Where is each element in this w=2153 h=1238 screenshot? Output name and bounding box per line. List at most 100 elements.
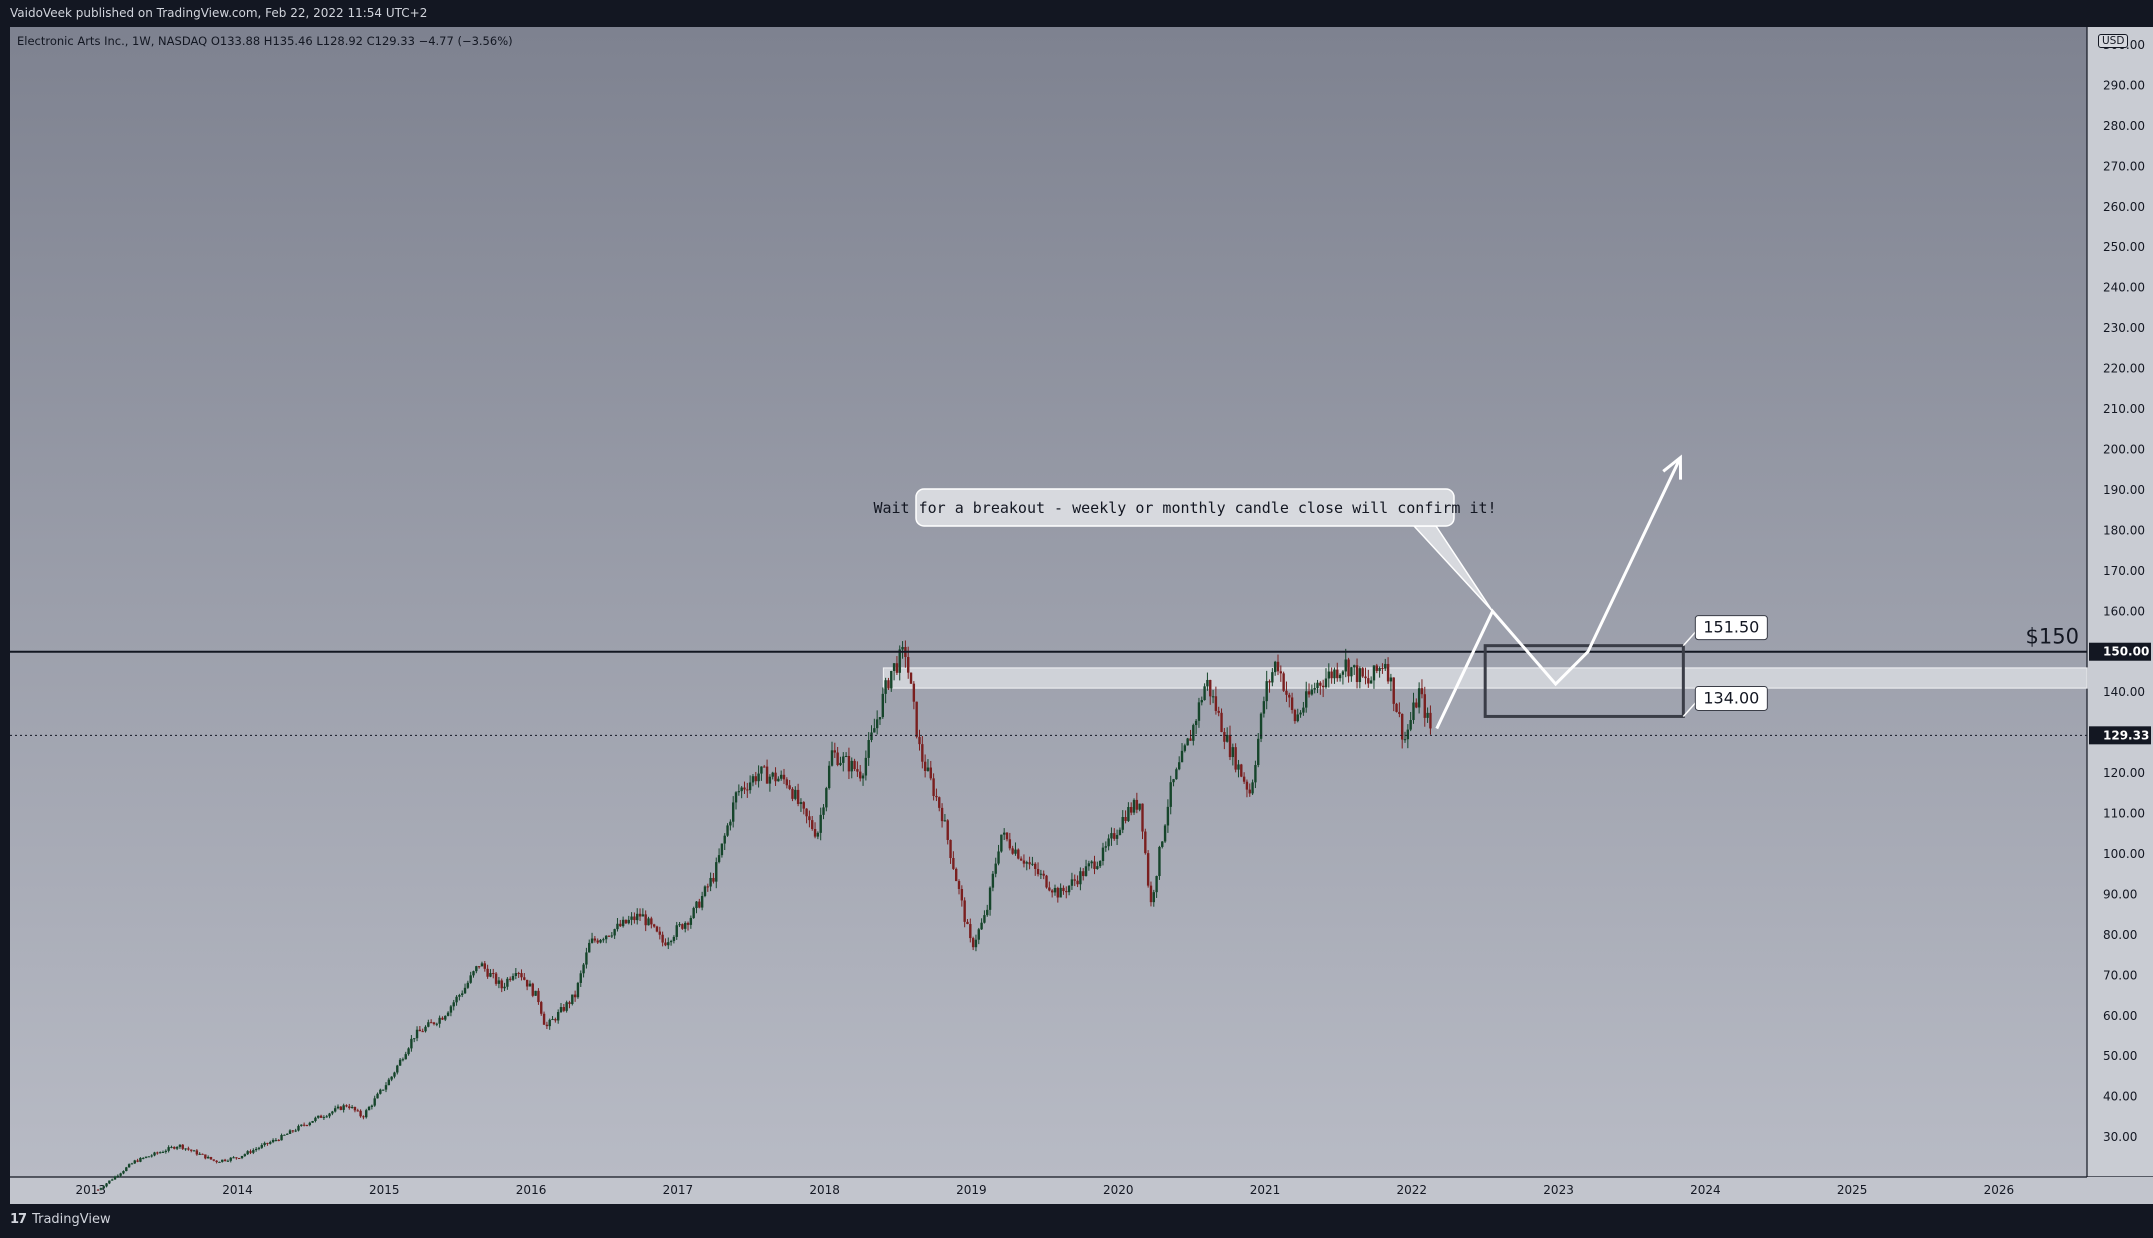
candle-body[interactable]	[813, 829, 817, 837]
candle-body[interactable]	[912, 683, 916, 702]
candle-body[interactable]	[805, 808, 808, 817]
candle-body[interactable]	[847, 755, 851, 772]
candle-body[interactable]	[909, 672, 913, 684]
candle-body[interactable]	[568, 1002, 571, 1005]
candle-body[interactable]	[853, 760, 856, 770]
candle-body[interactable]	[1135, 799, 1139, 810]
candle-body[interactable]	[221, 1159, 224, 1162]
candle-body[interactable]	[822, 807, 825, 815]
time-axis[interactable]	[10, 1177, 2087, 1204]
candle-body[interactable]	[130, 1163, 134, 1165]
candle-body[interactable]	[300, 1124, 303, 1126]
candle-body[interactable]	[1417, 688, 1421, 708]
candle-body[interactable]	[252, 1150, 255, 1153]
candle-body[interactable]	[260, 1145, 263, 1148]
candle-body[interactable]	[621, 919, 625, 927]
candle-body[interactable]	[263, 1142, 266, 1146]
candle-body[interactable]	[407, 1048, 410, 1055]
candle-body[interactable]	[1141, 803, 1144, 832]
symbol-ohlc-legend[interactable]: Electronic Arts Inc., 1W, NASDAQ O133.88…	[17, 34, 513, 48]
candle-body[interactable]	[1203, 686, 1206, 701]
candle-body[interactable]	[294, 1130, 297, 1132]
candle-body[interactable]	[921, 744, 924, 762]
candle-body[interactable]	[432, 1022, 436, 1025]
candle-body[interactable]	[986, 909, 989, 916]
candle-body[interactable]	[1011, 848, 1014, 854]
candle-body[interactable]	[331, 1111, 334, 1114]
candle-body[interactable]	[895, 663, 899, 673]
candle-body[interactable]	[751, 776, 755, 783]
candle-body[interactable]	[1036, 868, 1040, 875]
candle-body[interactable]	[949, 839, 952, 859]
candle-body[interactable]	[966, 921, 969, 925]
candle-body[interactable]	[373, 1098, 376, 1106]
candle-body[interactable]	[1050, 890, 1054, 893]
candle-body[interactable]	[1098, 861, 1102, 867]
candle-body[interactable]	[424, 1026, 427, 1032]
candle-body[interactable]	[859, 771, 862, 779]
candle-body[interactable]	[836, 752, 839, 766]
candle-body[interactable]	[703, 886, 707, 897]
candle-body[interactable]	[763, 766, 766, 768]
candle-body[interactable]	[345, 1105, 348, 1107]
candle-body[interactable]	[1163, 825, 1167, 842]
candle-body[interactable]	[525, 979, 529, 987]
candle-body[interactable]	[537, 990, 540, 1003]
candle-body[interactable]	[311, 1120, 314, 1123]
candle-body[interactable]	[1265, 681, 1268, 702]
candle-body[interactable]	[1118, 829, 1122, 835]
candle-body[interactable]	[737, 791, 741, 793]
candle-body[interactable]	[723, 835, 726, 844]
candle-body[interactable]	[1194, 720, 1198, 726]
candle-body[interactable]	[1209, 679, 1212, 697]
candle-body[interactable]	[856, 769, 859, 772]
candle-body[interactable]	[907, 656, 910, 673]
candle-body[interactable]	[1369, 680, 1373, 684]
candle-body[interactable]	[915, 701, 918, 737]
candle-body[interactable]	[1293, 709, 1297, 722]
candle-body[interactable]	[322, 1117, 326, 1119]
candle-body[interactable]	[731, 802, 735, 822]
candle-body[interactable]	[765, 766, 769, 784]
candle-body[interactable]	[113, 1176, 117, 1180]
candle-body[interactable]	[489, 973, 492, 977]
candle-body[interactable]	[1415, 702, 1418, 708]
candle-body[interactable]	[173, 1146, 176, 1149]
candle-body[interactable]	[1079, 871, 1082, 885]
candle-body[interactable]	[830, 750, 834, 766]
candle-body[interactable]	[1034, 863, 1037, 869]
candle-body[interactable]	[342, 1105, 345, 1110]
candle-body[interactable]	[1017, 849, 1020, 859]
candle-body[interactable]	[1279, 671, 1283, 674]
candle-body[interactable]	[943, 820, 947, 822]
candle-body[interactable]	[997, 851, 1000, 864]
candle-body[interactable]	[401, 1059, 405, 1061]
candle-body[interactable]	[1245, 781, 1249, 790]
candle-body[interactable]	[105, 1183, 108, 1187]
candle-body[interactable]	[827, 765, 831, 789]
candle-body[interactable]	[396, 1065, 399, 1073]
candle-body[interactable]	[122, 1171, 125, 1174]
candle-body[interactable]	[548, 1019, 551, 1027]
candle-body[interactable]	[384, 1085, 388, 1090]
candle-body[interactable]	[528, 983, 532, 987]
candle-body[interactable]	[652, 924, 656, 927]
price-axis[interactable]	[2087, 27, 2153, 1177]
candle-body[interactable]	[1285, 690, 1288, 695]
candle-body[interactable]	[461, 993, 464, 996]
candle-body[interactable]	[661, 934, 664, 943]
candle-body[interactable]	[1115, 834, 1119, 839]
candle-body[interactable]	[932, 778, 935, 796]
candle-body[interactable]	[842, 756, 845, 763]
candle-body[interactable]	[356, 1110, 359, 1112]
candle-body[interactable]	[297, 1125, 300, 1131]
candle-body[interactable]	[167, 1147, 170, 1151]
candle-body[interactable]	[1384, 663, 1387, 669]
candle-body[interactable]	[1313, 688, 1316, 690]
candle-body[interactable]	[449, 1006, 453, 1013]
candle-body[interactable]	[607, 935, 611, 937]
candle-body[interactable]	[142, 1157, 145, 1159]
candle-body[interactable]	[952, 858, 955, 869]
candle-body[interactable]	[353, 1106, 357, 1111]
candle-body[interactable]	[469, 975, 472, 983]
